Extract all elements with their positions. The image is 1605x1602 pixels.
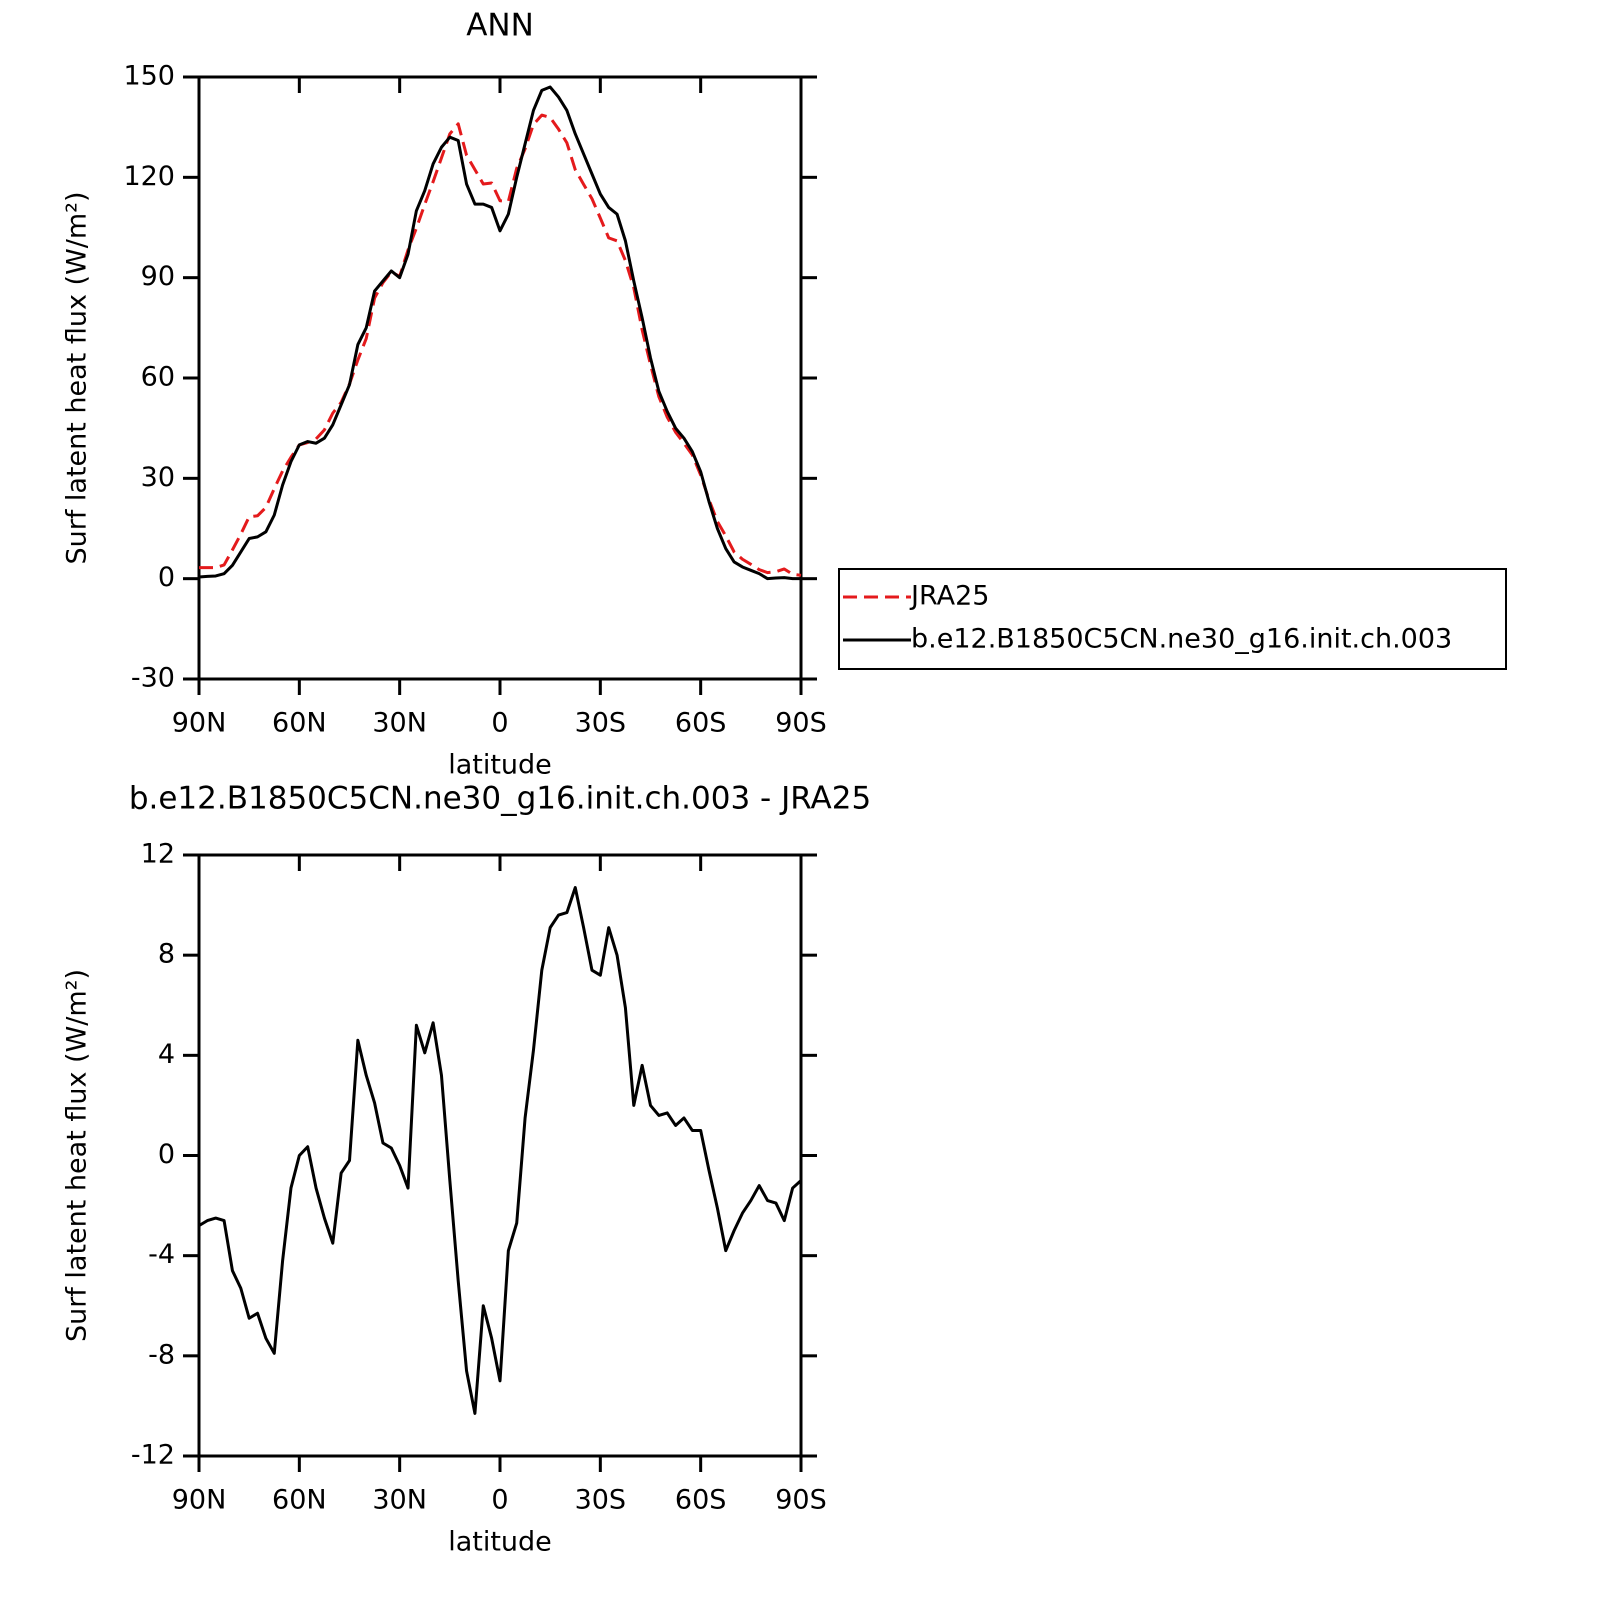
x-tick-label: 60S	[675, 708, 727, 739]
y-tick-label: 8	[158, 939, 175, 970]
x-tick-label: 30S	[575, 708, 627, 739]
x-tick-label: 30S	[575, 1485, 627, 1516]
x-tick-label: 30N	[372, 1485, 427, 1516]
x-tick-label: 60S	[675, 1485, 727, 1516]
x-axis-label: latitude	[448, 750, 552, 781]
y-tick-label: -4	[148, 1239, 175, 1270]
y-tick-label: -12	[131, 1440, 175, 1471]
x-tick-label: 60N	[272, 1485, 327, 1516]
chart-title: b.e12.B1850C5CN.ne30_g16.init.ch.003 - J…	[129, 781, 871, 817]
x-tick-label: 90N	[172, 1485, 227, 1516]
y-tick-label: 60	[141, 362, 175, 393]
y-tick-label: 0	[158, 1139, 175, 1170]
x-tick-label: 90S	[775, 1485, 827, 1516]
y-axis-label: Surf latent heat flux (W/m²)	[62, 969, 93, 1342]
y-tick-label: 120	[123, 161, 175, 192]
data-line	[198, 886, 803, 1415]
legend-box	[838, 568, 1507, 670]
y-tick-label: 0	[158, 562, 175, 593]
legend-label: b.e12.B1850C5CN.ne30_g16.init.ch.003	[911, 624, 1452, 655]
x-tick-label: 0	[491, 708, 508, 739]
legend-label: JRA25	[909, 581, 989, 612]
y-tick-label: 90	[141, 261, 175, 292]
y-tick-label: -8	[148, 1339, 175, 1370]
x-tick-label: 30N	[372, 708, 427, 739]
x-tick-label: 90S	[775, 708, 827, 739]
x-tick-label: 90N	[172, 708, 227, 739]
plot-frame	[197, 75, 803, 681]
y-tick-label: 4	[158, 1039, 175, 1070]
chart-title: ANN	[466, 8, 534, 44]
y-axis-label: Surf latent heat flux (W/m²)	[62, 191, 93, 564]
x-axis-label: latitude	[448, 1527, 552, 1558]
y-tick-label: 150	[123, 61, 175, 92]
y-tick-label: -30	[131, 663, 175, 694]
x-tick-label: 0	[491, 1485, 508, 1516]
y-tick-label: 12	[141, 839, 175, 870]
data-line	[198, 85, 801, 581]
x-tick-label: 60N	[272, 708, 327, 739]
y-tick-label: 30	[141, 462, 175, 493]
